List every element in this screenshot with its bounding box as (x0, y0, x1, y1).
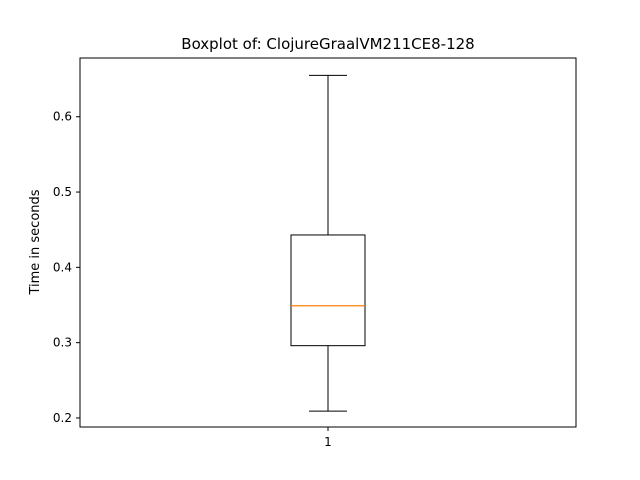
ticks-layer: 0.2 0.3 0.4 0.5 0.6 1 (53, 110, 332, 449)
x-tick-label: 1 (324, 435, 332, 449)
y-tick-label: 0.4 (53, 260, 72, 274)
chart-title: Boxplot of: ClojureGraalVM211CE8-128 (181, 35, 474, 53)
box-layer (290, 74, 366, 412)
iqr-box (290, 234, 366, 347)
y-axis-label: Time in seconds (28, 189, 43, 295)
y-tick-label: 0.6 (53, 110, 72, 124)
y-tick-label: 0.5 (53, 185, 72, 199)
plot-frame (79, 57, 577, 428)
y-tick-label: 0.3 (53, 336, 72, 350)
y-tick-label: 0.2 (53, 411, 72, 425)
